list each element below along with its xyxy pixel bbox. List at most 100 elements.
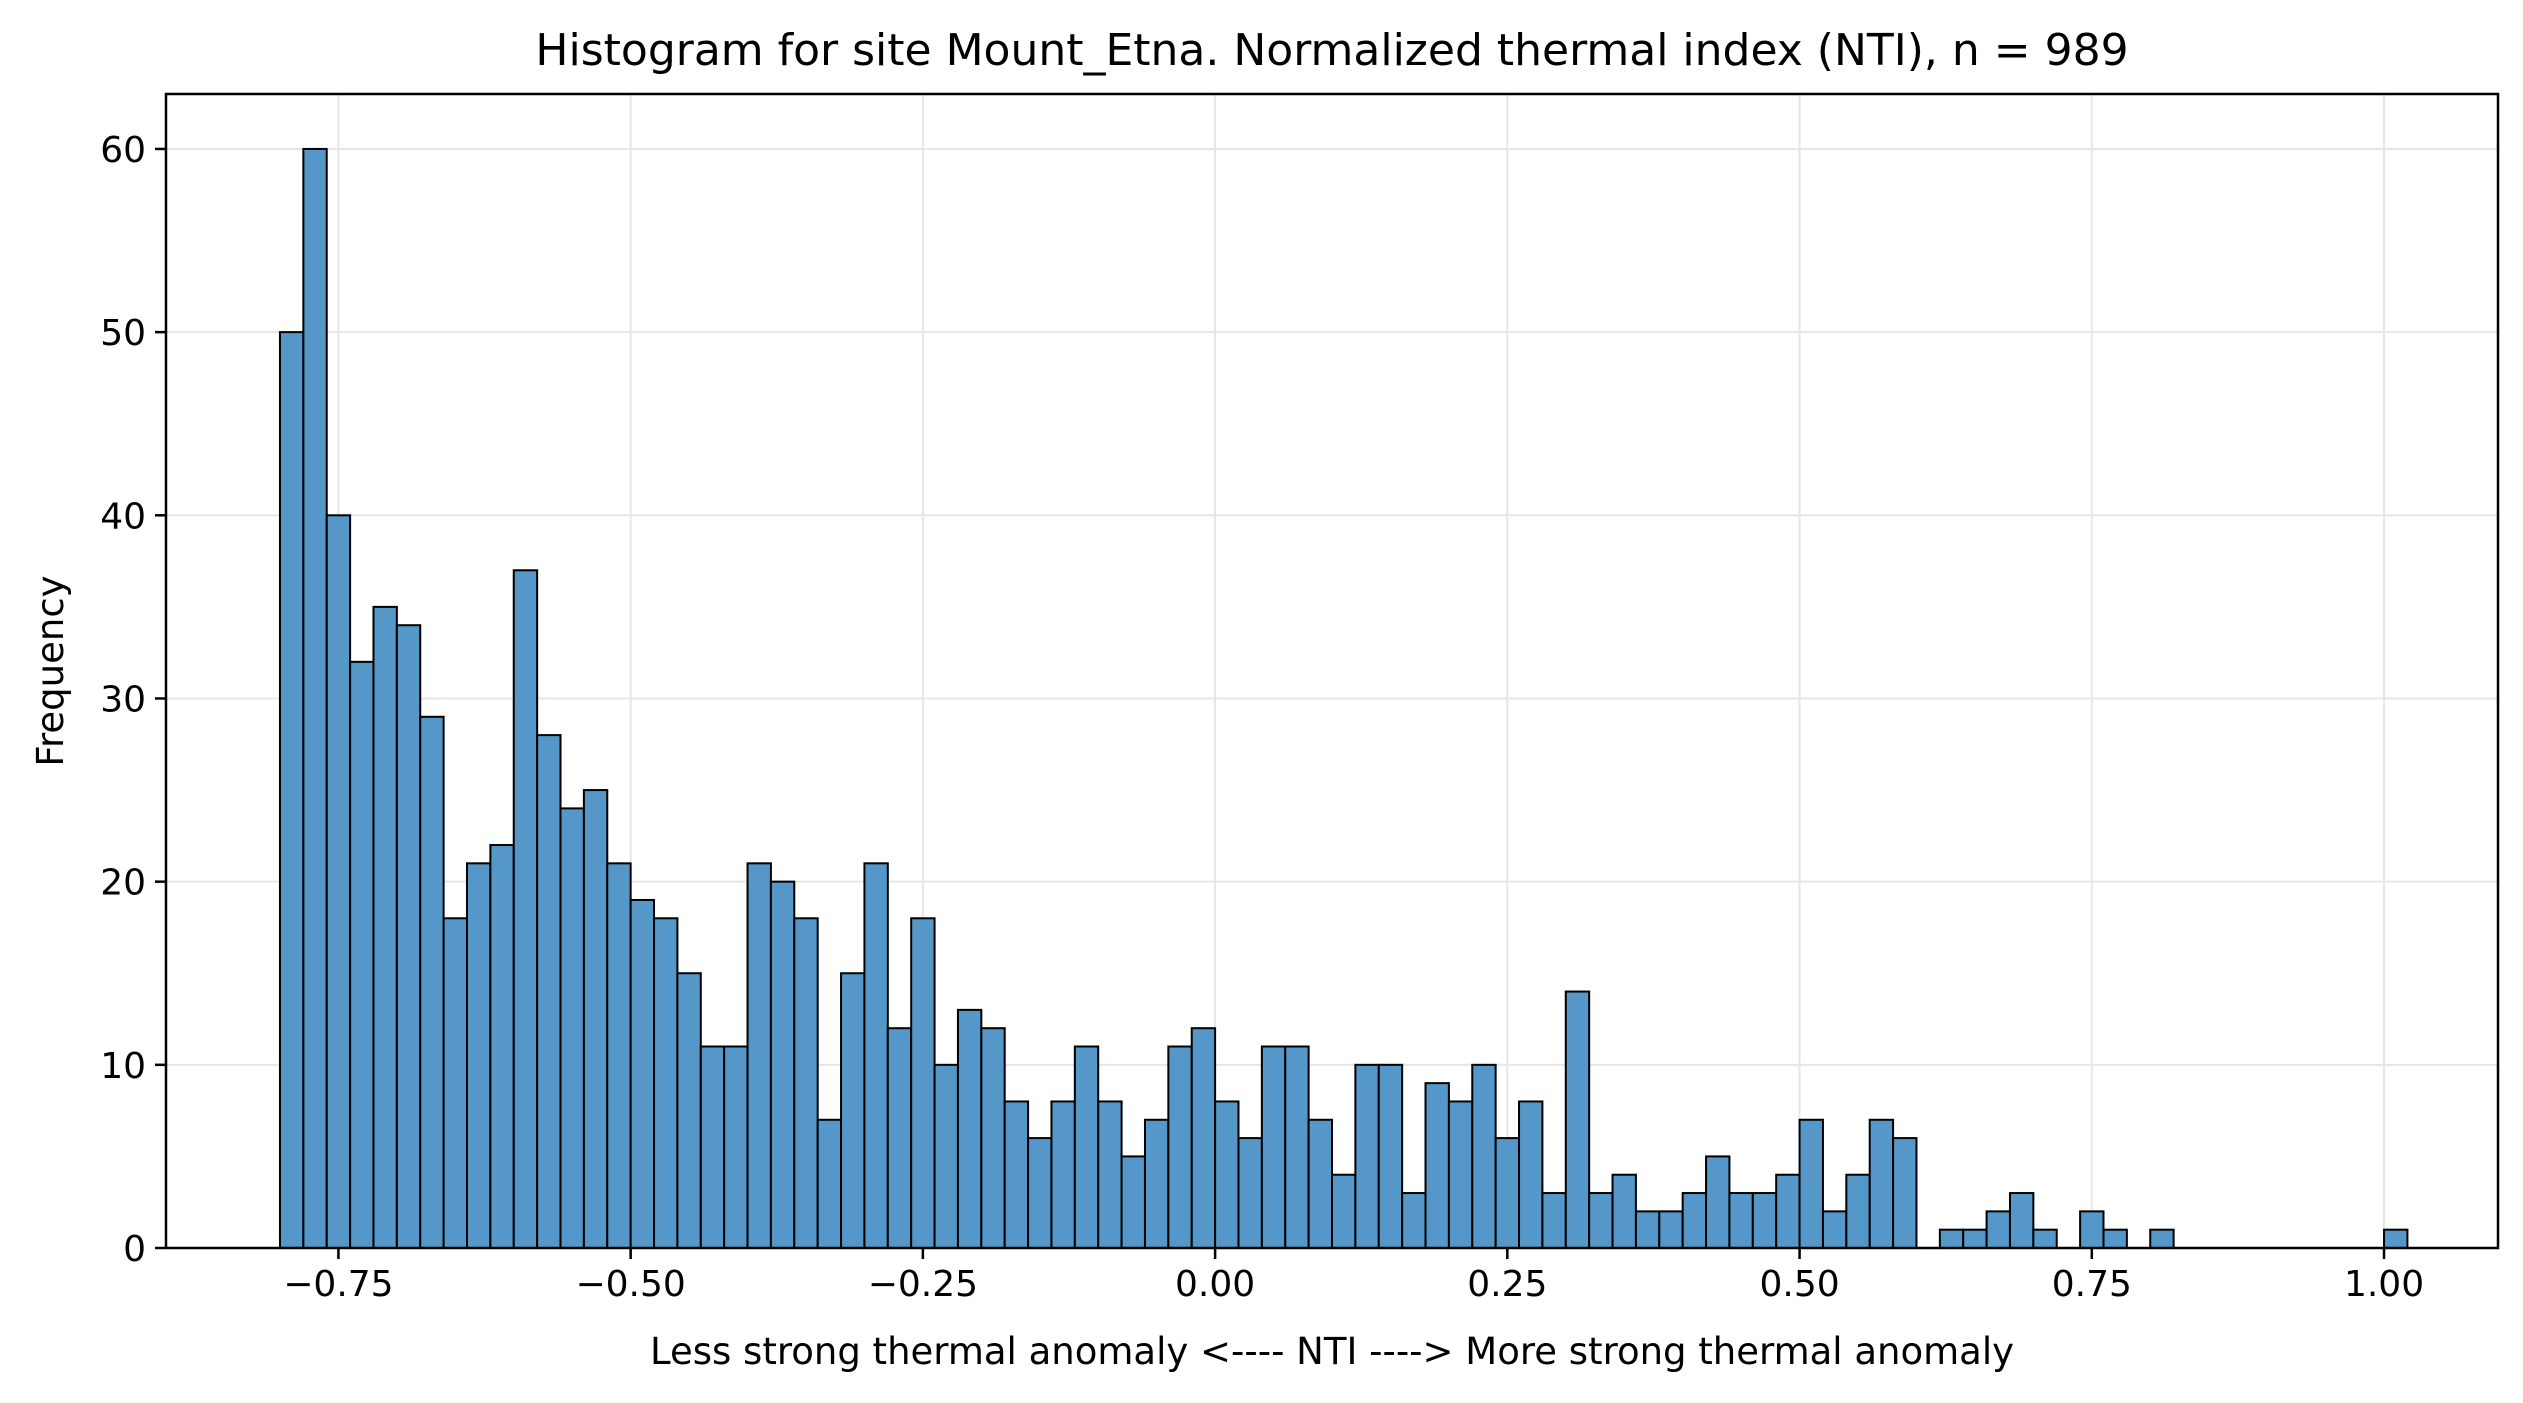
histogram-bar xyxy=(1681,1192,1708,1249)
histogram-bar xyxy=(536,734,562,1249)
histogram-bar xyxy=(1728,1192,1754,1249)
histogram-bar xyxy=(956,1008,983,1249)
histogram-bar xyxy=(1143,1118,1170,1250)
histogram-bar xyxy=(2102,1228,2128,1249)
histogram-bar xyxy=(1751,1192,1778,1249)
x-tick-label: 0.75 xyxy=(2052,1264,2132,1305)
histogram-bar xyxy=(372,605,398,1249)
y-tick-label: 10 xyxy=(100,1046,146,1087)
histogram-bar xyxy=(1003,1100,1030,1250)
histogram-bar xyxy=(863,862,889,1249)
histogram-bar xyxy=(910,917,936,1249)
histogram-bar xyxy=(1868,1118,1895,1250)
x-tick-label: 0.50 xyxy=(1759,1264,1839,1305)
histogram-bar xyxy=(746,862,772,1249)
histogram-bar xyxy=(1541,1192,1567,1249)
histogram-bar xyxy=(769,880,796,1250)
histogram-bar xyxy=(302,147,328,1249)
x-axis-label: Less strong thermal anomaly <---- NTI --… xyxy=(650,1330,2014,1373)
histogram-bar xyxy=(1588,1192,1614,1249)
histogram-bar xyxy=(1377,1063,1404,1250)
x-tick-labels: −0.75 −0.50 −0.25 0.00 0.25 0.50 0.75 1.00 xyxy=(283,1264,2424,1305)
histogram-bar xyxy=(2008,1192,2035,1249)
histogram-bar xyxy=(1985,1210,2011,1250)
histogram-bar xyxy=(512,569,539,1249)
histogram-bar xyxy=(1050,1100,1076,1250)
histogram-bar xyxy=(349,660,375,1249)
histogram-bar xyxy=(816,1118,843,1250)
histogram-bar xyxy=(1424,1082,1450,1249)
y-tick-label: 30 xyxy=(100,679,146,720)
histogram-bar xyxy=(1518,1100,1544,1250)
histogram-bar xyxy=(1284,1045,1310,1249)
histogram-bar xyxy=(1892,1137,1918,1249)
y-tick-label: 20 xyxy=(100,863,146,904)
histogram-bar xyxy=(1331,1173,1357,1249)
histogram-bar xyxy=(419,715,445,1249)
histogram-bar xyxy=(1494,1137,1521,1249)
x-tick-label: −0.50 xyxy=(575,1264,685,1305)
histogram-bar xyxy=(489,844,515,1249)
histogram-bar xyxy=(1027,1137,1053,1249)
ticks-layer xyxy=(155,147,2386,1259)
histogram-bar xyxy=(2032,1228,2058,1249)
histogram-bar xyxy=(1611,1173,1637,1249)
x-tick-label: −0.25 xyxy=(868,1264,978,1305)
histogram-bar xyxy=(1775,1173,1801,1249)
histogram-bar xyxy=(1705,1155,1731,1250)
y-axis-label: Frequency xyxy=(29,575,72,766)
histogram-bar xyxy=(933,1063,959,1250)
x-tick-label: 0.00 xyxy=(1175,1264,1255,1305)
histogram-bar xyxy=(1097,1100,1123,1250)
histogram-bar xyxy=(1798,1118,1824,1250)
histogram-bar xyxy=(629,898,656,1249)
histogram-bar xyxy=(559,807,585,1250)
histogram-bar xyxy=(886,1027,913,1249)
histogram-bar xyxy=(1214,1100,1240,1250)
y-tick-label: 40 xyxy=(100,496,146,537)
histogram-bar xyxy=(1190,1027,1217,1249)
histogram-bar xyxy=(980,1027,1006,1249)
histogram-bar xyxy=(582,789,609,1249)
y-tick-label: 0 xyxy=(123,1229,146,1270)
x-tick-label: 0.25 xyxy=(1467,1264,1547,1305)
histogram-bar xyxy=(840,972,866,1249)
histogram-bar xyxy=(325,514,352,1249)
histogram-bar xyxy=(2079,1210,2105,1250)
histogram-bar xyxy=(1260,1045,1287,1249)
y-tick-label: 60 xyxy=(100,130,146,171)
histogram-bar xyxy=(1845,1173,1871,1249)
x-tick-label: −0.75 xyxy=(283,1264,393,1305)
histogram-bar xyxy=(1307,1118,1334,1250)
histogram-bar xyxy=(1938,1228,1965,1249)
histogram-bar xyxy=(1167,1045,1193,1249)
histogram-bar xyxy=(1354,1063,1380,1250)
histogram-bar xyxy=(653,917,679,1249)
histogram-bar xyxy=(442,917,468,1249)
histogram-bar xyxy=(1564,990,1591,1249)
histogram-bar xyxy=(1073,1045,1100,1249)
histogram-bar xyxy=(395,624,422,1249)
histogram-bar xyxy=(465,862,492,1249)
histogram-bar xyxy=(1634,1210,1661,1250)
histogram-bar xyxy=(1120,1155,1146,1250)
x-tick-label: 1.00 xyxy=(2344,1264,2424,1305)
plot-frame xyxy=(164,92,2500,1250)
histogram-bar xyxy=(278,331,305,1249)
histogram-bar xyxy=(1401,1192,1427,1249)
y-tick-label: 50 xyxy=(100,313,146,354)
histogram-bar xyxy=(723,1045,749,1249)
histogram-bar xyxy=(1821,1210,1848,1250)
histogram-bar xyxy=(1237,1137,1263,1249)
histogram-bar xyxy=(699,1045,726,1249)
histogram-bar xyxy=(1447,1100,1474,1250)
histogram-bar xyxy=(2149,1228,2175,1249)
histogram-bar xyxy=(793,917,819,1249)
y-tick-labels: 0 10 20 30 40 50 60 xyxy=(100,130,146,1270)
chart-title: Histogram for site Mount_Etna. Normalize… xyxy=(535,25,2128,76)
histogram-bar xyxy=(1658,1210,1684,1250)
histogram-bar xyxy=(2383,1228,2409,1249)
histogram-bar xyxy=(606,862,632,1249)
histogram-bar xyxy=(676,972,702,1249)
